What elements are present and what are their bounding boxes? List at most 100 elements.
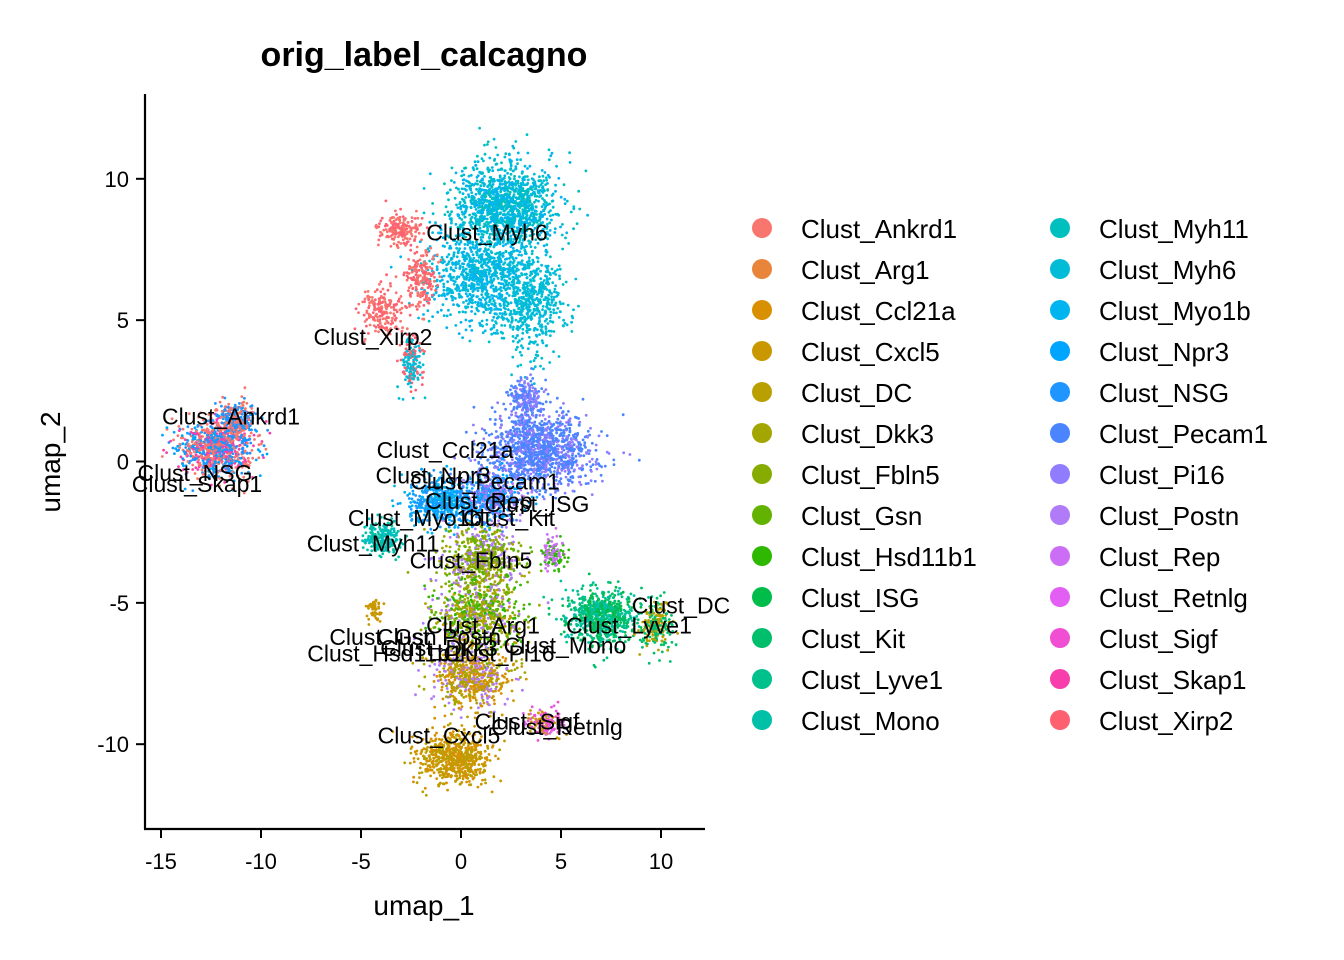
scatter-point: [425, 267, 428, 271]
scatter-point: [401, 398, 405, 401]
scatter-point: [511, 250, 515, 253]
scatter-point: [555, 431, 558, 435]
scatter-point: [384, 305, 388, 309]
scatter-point: [520, 171, 524, 175]
scatter-point: [545, 194, 549, 197]
scatter-point: [374, 307, 377, 311]
scatter-point: [423, 292, 427, 296]
scatter-point: [524, 303, 528, 307]
scatter-point: [402, 219, 406, 222]
scatter-point: [409, 248, 413, 252]
scatter-point: [539, 329, 543, 332]
scatter-point: [511, 169, 515, 173]
scatter-point: [544, 264, 548, 268]
scatter-point: [389, 282, 392, 285]
scatter-point: [445, 191, 449, 195]
scatter-point: [549, 313, 553, 317]
scatter-point: [498, 414, 502, 418]
scatter-point: [435, 253, 439, 257]
scatter-point: [499, 211, 503, 215]
scatter-point: [522, 286, 526, 290]
scatter-point: [493, 201, 497, 204]
scatter-point: [516, 204, 520, 208]
scatter-point: [511, 144, 515, 148]
scatter-point: [528, 342, 531, 345]
scatter-point: [500, 183, 504, 186]
scatter-point: [497, 296, 500, 300]
scatter-point: [216, 434, 219, 438]
scatter-point: [405, 237, 409, 241]
scatter-point: [523, 248, 527, 252]
scatter-point: [256, 434, 260, 438]
scatter-point: [220, 450, 224, 454]
scatter-point: [447, 274, 451, 278]
scatter-point: [529, 318, 533, 321]
scatter-point: [487, 170, 491, 174]
scatter-point: [486, 167, 490, 171]
scatter-point: [479, 323, 483, 327]
scatter-point: [463, 259, 467, 263]
scatter-point: [487, 258, 491, 262]
scatter-point: [561, 247, 564, 251]
scatter-point: [553, 269, 557, 273]
scatter-point: [525, 193, 529, 197]
scatter-point: [509, 167, 513, 171]
scatter-point: [488, 417, 492, 421]
scatter-point: [514, 336, 518, 340]
scatter-point: [546, 188, 549, 191]
scatter-point: [518, 236, 522, 240]
scatter-point: [559, 302, 563, 306]
scatter-point: [492, 137, 496, 141]
scatter-point: [482, 159, 485, 163]
scatter-point: [518, 280, 521, 284]
scatter-point: [523, 164, 527, 168]
scatter-point: [491, 203, 495, 207]
scatter-point: [426, 298, 430, 302]
scatter-point: [517, 253, 521, 257]
scatter-point: [483, 261, 487, 265]
scatter-point: [407, 356, 410, 360]
scatter-point: [525, 272, 528, 276]
scatter-point: [523, 263, 527, 267]
scatter-point: [543, 312, 547, 316]
scatter-point: [389, 265, 393, 269]
scatter-point: [412, 351, 415, 355]
scatter-point: [544, 236, 548, 239]
scatter-point: [437, 271, 441, 275]
scatter-point: [504, 307, 507, 311]
scatter-point: [466, 289, 470, 293]
scatter-point: [450, 294, 453, 298]
scatter-point: [189, 454, 193, 458]
scatter-point: [470, 191, 474, 195]
scatter-point: [495, 307, 499, 311]
scatter-point: [545, 277, 549, 281]
scatter-point: [575, 222, 579, 226]
scatter-point: [395, 243, 399, 247]
scatter-point: [498, 200, 502, 203]
scatter-point: [533, 246, 537, 249]
scatter-point: [374, 223, 378, 227]
scatter-point: [241, 447, 245, 450]
scatter-point: [399, 255, 403, 259]
scatter-point: [511, 339, 515, 343]
scatter-point: [563, 202, 567, 206]
scatter-point: [544, 253, 548, 257]
scatter-point: [458, 200, 462, 204]
scatter-point: [404, 378, 407, 381]
scatter-point: [446, 292, 449, 296]
scatter-point: [559, 406, 563, 410]
scatter-point: [455, 255, 459, 259]
scatter-point: [516, 277, 519, 281]
scatter-point: [405, 240, 409, 244]
scatter-point: [562, 183, 566, 187]
scatter-point: [548, 229, 552, 232]
scatter-point: [487, 340, 491, 344]
scatter-point: [518, 289, 522, 292]
scatter-point: [511, 355, 515, 359]
scatter-point: [441, 303, 445, 306]
scatter-point: [523, 281, 526, 285]
scatter-point: [399, 295, 403, 298]
scatter-point: [468, 297, 472, 301]
scatter-point: [558, 310, 562, 313]
scatter-point: [485, 199, 489, 202]
